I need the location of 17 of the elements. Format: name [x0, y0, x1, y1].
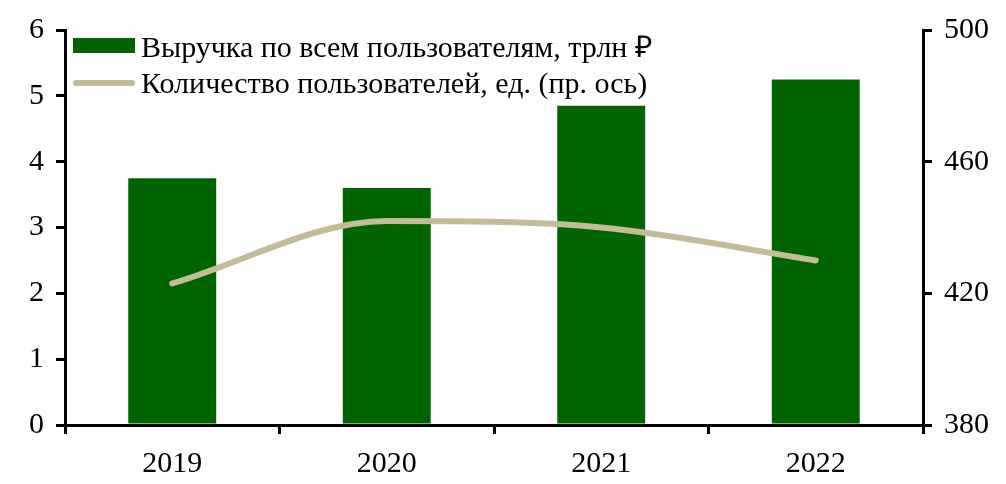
legend-label: Выручка по всем пользователям, трлн ₽ [141, 28, 652, 65]
y-tick-label: 4 [29, 142, 44, 176]
y2-tick-label: 500 [944, 10, 989, 44]
y2-tick-label: 460 [944, 142, 989, 176]
legend-label: Количество пользователей, ед. (пр. ось) [141, 66, 648, 100]
y2-tick-label: 380 [944, 405, 989, 439]
y2-tick-label: 420 [944, 274, 989, 308]
y-tick-label: 1 [29, 340, 44, 374]
x-tick-label: 2022 [785, 444, 846, 478]
x-tick-label: 2020 [356, 444, 417, 478]
y-tick-label: 2 [29, 274, 44, 308]
x-tick-label: 2021 [571, 444, 632, 478]
x-tick-label: 2019 [142, 444, 203, 478]
y-tick-label: 0 [29, 405, 44, 439]
y-tick-label: 6 [29, 10, 44, 44]
y-tick-label: 3 [29, 208, 44, 242]
y-tick-label: 5 [29, 76, 44, 110]
